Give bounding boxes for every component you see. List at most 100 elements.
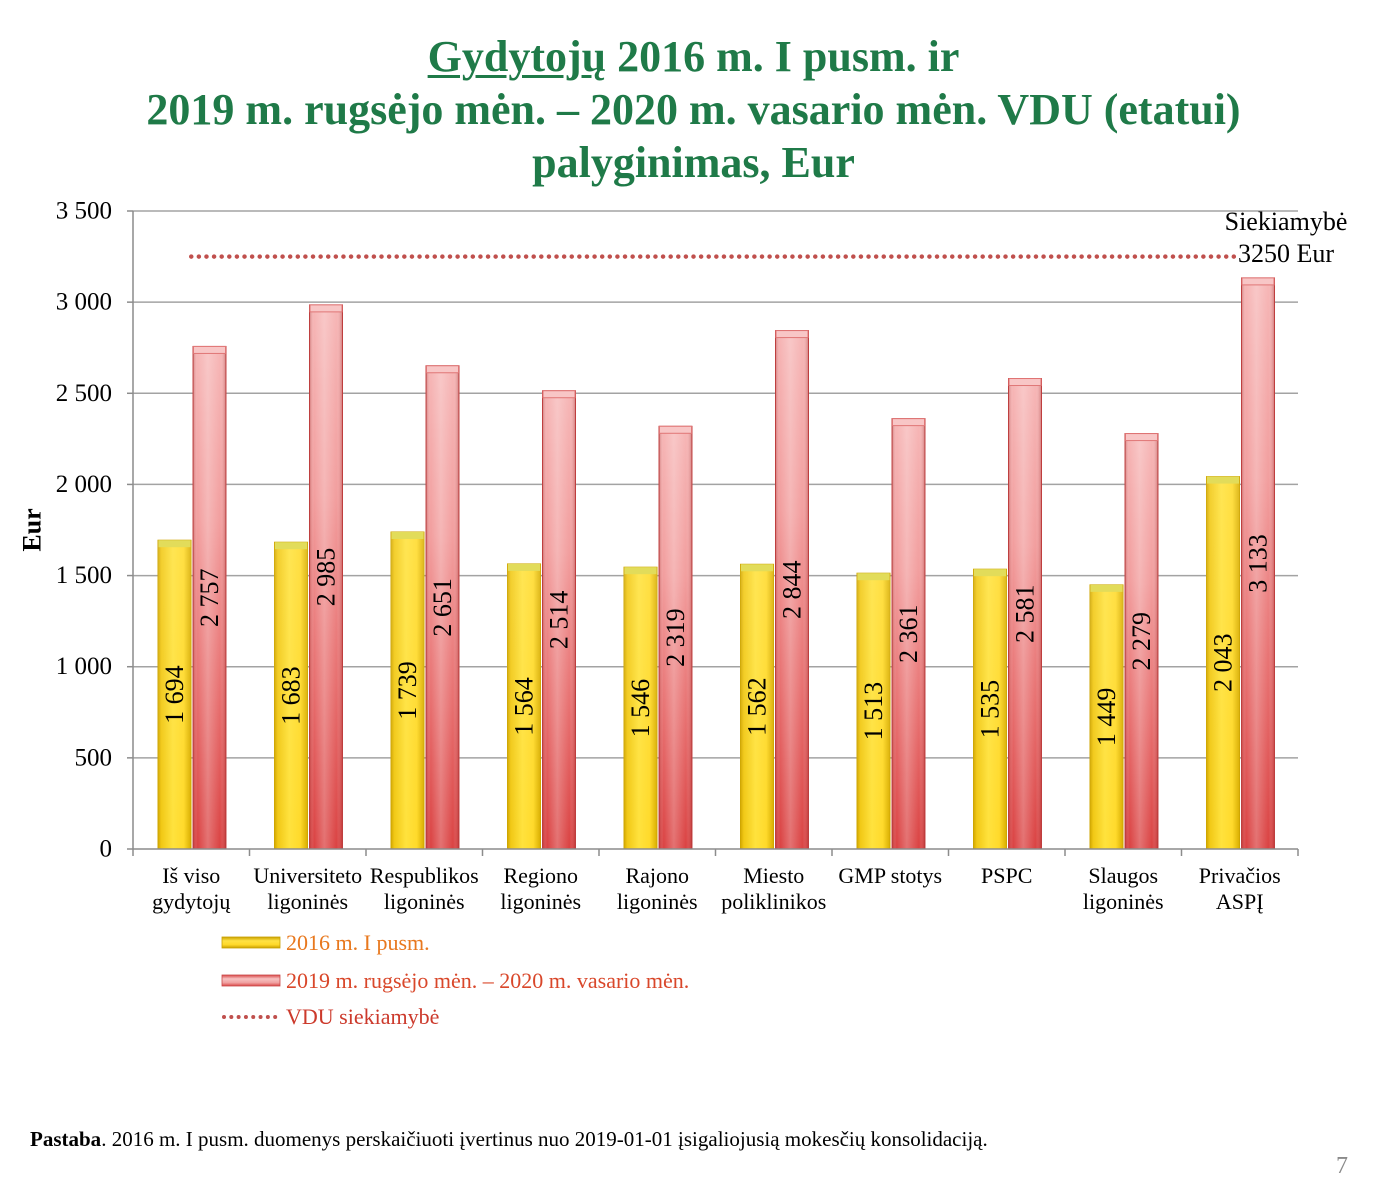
bar-shading xyxy=(309,304,343,849)
bar-2019-09-2020-02 xyxy=(1008,378,1042,850)
y-tick-label: 3 500 xyxy=(56,198,112,225)
chart-title-line-1: Gydytojų 2016 m. I pusm. ir xyxy=(0,30,1387,83)
bar-top xyxy=(775,330,809,339)
bars-layer xyxy=(157,254,1275,850)
bar-shading xyxy=(1125,433,1158,849)
data-label: 2 985 xyxy=(312,548,341,607)
data-label: 2 279 xyxy=(1127,612,1156,671)
bar-2016-i-pusm xyxy=(973,568,1007,850)
x-tick-label: Rajono ligoninės xyxy=(616,863,698,914)
bar-2019-09-2020-02 xyxy=(775,330,809,850)
y-tick-label: 1 500 xyxy=(56,562,112,589)
data-label: 1 564 xyxy=(510,677,539,736)
bar-2019-09-2020-02 xyxy=(425,365,460,850)
data-label: 1 535 xyxy=(976,680,1005,739)
bar-2016-i-pusm xyxy=(1206,476,1240,850)
bar-top xyxy=(857,573,890,581)
bar-2019-09-2020-02 xyxy=(309,304,343,850)
bar-2016-i-pusm xyxy=(740,563,774,850)
data-label: 1 513 xyxy=(859,682,888,741)
bar-shading xyxy=(274,542,308,849)
target-annotation-line-2: 3250 Eur xyxy=(1238,239,1334,268)
bar-2016-i-pusm xyxy=(157,539,192,850)
bar-2016-i-pusm xyxy=(1089,584,1124,850)
bar-top xyxy=(391,532,424,540)
bar-2019-09-2020-02 xyxy=(1241,277,1275,850)
data-label: 1 546 xyxy=(626,679,655,738)
target-annotation-line-1: Siekiamybė xyxy=(1225,207,1348,236)
data-label: 2 581 xyxy=(1011,585,1040,644)
bar-top xyxy=(309,304,343,313)
bar-2016-i-pusm xyxy=(274,541,308,850)
bar-2019-09-2020-02 xyxy=(658,425,693,850)
x-tick-label: Universiteto ligoninės xyxy=(253,863,363,914)
x-tick-label: GMP stotys xyxy=(838,863,943,888)
bar-2019-09-2020-02 xyxy=(891,418,926,850)
x-tick-label: PSPC xyxy=(981,863,1033,888)
bar-2016-i-pusm xyxy=(623,566,658,850)
bar-2019-09-2020-02 xyxy=(192,345,227,850)
x-tick-label: Privačios ASPĮ xyxy=(1198,863,1281,914)
bar-shading xyxy=(740,564,774,849)
bar-top xyxy=(1125,433,1158,442)
bar-top xyxy=(974,569,1006,577)
data-label: 2 844 xyxy=(778,561,807,620)
data-label: 1 562 xyxy=(742,677,771,736)
bar-2016-i-pusm xyxy=(390,531,425,850)
data-label: 2 361 xyxy=(894,605,923,664)
chart-title: Gydytojų 2016 m. I pusm. ir 2019 m. rugs… xyxy=(0,30,1387,189)
data-label: 2 757 xyxy=(195,568,224,627)
data-label: 2 651 xyxy=(428,578,457,637)
bar-shading xyxy=(391,532,424,849)
labels-layer: 0 500 1 000 1 500 2 000 2 500 3 000 3 500 1 694 1… xyxy=(56,198,1273,863)
x-tick-label: Slaugos ligoninės xyxy=(1082,863,1164,914)
bar-top xyxy=(158,540,191,548)
legend-swatch-red xyxy=(221,974,281,987)
bar-top xyxy=(542,390,576,399)
bar-shading xyxy=(1206,476,1240,849)
bar-2019-09-2020-02 xyxy=(542,390,576,850)
legend-item-target: VDU siekiamybė xyxy=(222,1004,439,1029)
legend-swatch-yellow xyxy=(221,936,281,949)
x-tick-label: Respublikos ligoninės xyxy=(369,863,479,914)
chart-title-line-1-rest: 2016 m. I pusm. ir xyxy=(617,32,960,81)
bar-top xyxy=(275,542,307,550)
bar-shading xyxy=(1241,277,1275,849)
legend-item-series-1: 2016 m. I pusm. xyxy=(221,930,430,955)
bar-top xyxy=(193,345,226,354)
bar-shading xyxy=(193,346,226,849)
bar-shading xyxy=(158,540,191,849)
bar-shading xyxy=(857,573,890,849)
bar-top xyxy=(624,567,657,575)
footnote: Pastaba. 2016 m. I pusm. duomenys perska… xyxy=(30,1126,988,1152)
bar-top xyxy=(659,425,692,434)
footnote-text: . 2016 m. I pusm. duomenys perskaičiuoti… xyxy=(101,1127,988,1151)
bar-shading xyxy=(507,563,541,849)
legend-label: VDU siekiamybė xyxy=(286,1004,439,1029)
y-tick-label: 2 000 xyxy=(56,471,112,498)
legend: 2016 m. I pusm. 2019 m. rugsėjo mėn. – 2… xyxy=(221,930,689,1029)
legend-item-series-2: 2019 m. rugsėjo mėn. – 2020 m. vasario m… xyxy=(221,968,689,993)
target-annotation: Siekiamybė 3250 Eur xyxy=(1225,207,1348,268)
bar-top xyxy=(1241,277,1275,286)
footnote-label: Pastaba xyxy=(30,1127,102,1151)
bar-top xyxy=(741,564,773,572)
y-tick-label: 2 500 xyxy=(56,380,112,407)
bar-top xyxy=(1008,378,1042,387)
chart-title-line-2: 2019 m. rugsėjo mėn. – 2020 m. vasario m… xyxy=(146,85,1241,134)
data-label: 1 449 xyxy=(1092,688,1121,747)
bar-shading xyxy=(1008,378,1042,849)
x-tick-label: Regiono ligoninės xyxy=(500,863,582,914)
x-tick-label: Miesto poliklinikos xyxy=(721,863,827,914)
bar-shading xyxy=(542,390,576,849)
data-label: 1 683 xyxy=(277,666,306,725)
bar-shading xyxy=(624,567,657,849)
chart-title-underlined-word: Gydytojų xyxy=(427,32,607,81)
data-label: 2 319 xyxy=(661,608,690,667)
bar-shading xyxy=(892,418,925,849)
data-label: 2 043 xyxy=(1209,634,1238,693)
page-number: 7 xyxy=(1336,1153,1348,1179)
bar-shading xyxy=(426,365,459,849)
